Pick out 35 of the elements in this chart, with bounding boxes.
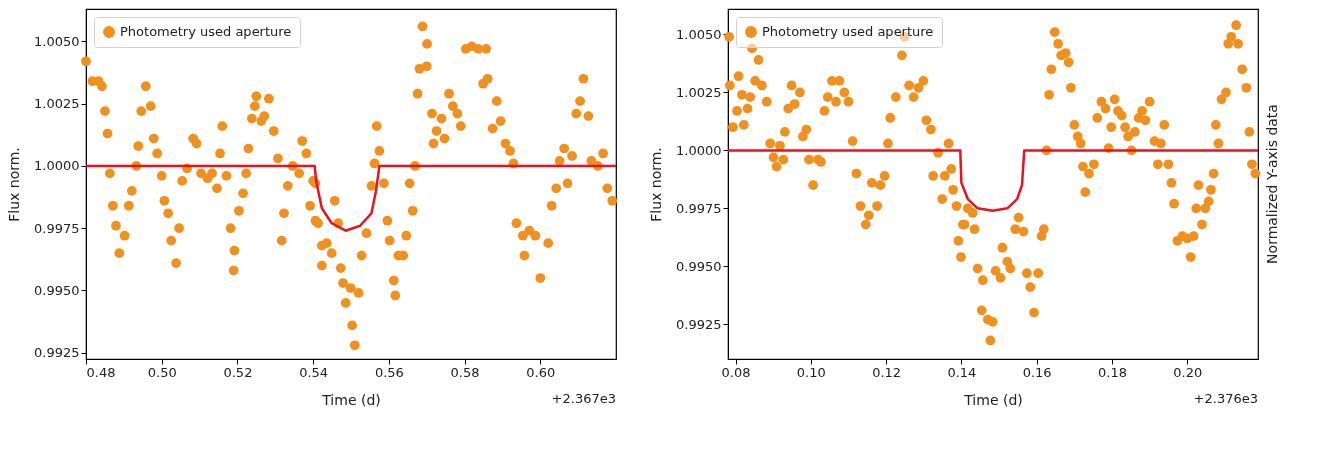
x-tick-label: 0.60 (526, 364, 556, 380)
y-tick-label: 1.0025 (34, 96, 80, 112)
x-tick-label: 0.58 (450, 364, 480, 380)
y-tick-label: 1.0025 (676, 84, 722, 100)
x-tick-label: 0.12 (872, 364, 902, 380)
x-tick-label: 0.08 (721, 364, 751, 380)
x-axis-title: Time (d) (963, 391, 1023, 408)
y-tick-label: 0.9975 (34, 220, 80, 236)
x-axis-title: Time (d) (321, 391, 381, 408)
y-tick-label: 0.9950 (34, 282, 80, 298)
text: +2.367e3 (551, 391, 616, 406)
x-tick-label: 0.54 (299, 364, 329, 380)
x-tick-label: 0.10 (796, 364, 826, 380)
y-tick-label: 1.0000 (676, 142, 722, 158)
y-tick-label: 0.9975 (676, 200, 722, 216)
y-axis-title: Flux norm. (6, 147, 23, 222)
y-tick-label: 0.9925 (34, 345, 80, 361)
legend-label: Photometry used aperture (762, 24, 934, 39)
x-tick-label: 0.56 (374, 364, 404, 380)
x-tick-label: 0.16 (1022, 364, 1052, 380)
y-axis-title: Flux norm. (648, 147, 665, 222)
x-tick-label: 0.48 (86, 364, 116, 380)
y-tick-label: 1.0000 (34, 158, 80, 174)
y-tick-label: 1.0050 (34, 33, 80, 49)
legend-label: Photometry used aperture (120, 24, 292, 39)
x-tick-label: 0.50 (147, 364, 177, 380)
x-tick-label: 0.14 (947, 364, 977, 380)
y-tick-label: 1.0050 (676, 27, 722, 42)
text: +2.376e3 (1193, 391, 1258, 406)
y-tick-label: 0.9950 (676, 258, 722, 274)
x-tick-label: 0.18 (1097, 364, 1127, 380)
y2-axis-title: Normalized Y-axis data (1264, 104, 1280, 264)
y-tick-label: 0.9925 (676, 316, 722, 332)
x-tick-label: 0.20 (1173, 364, 1203, 380)
x-tick-label: 0.52 (223, 364, 253, 380)
